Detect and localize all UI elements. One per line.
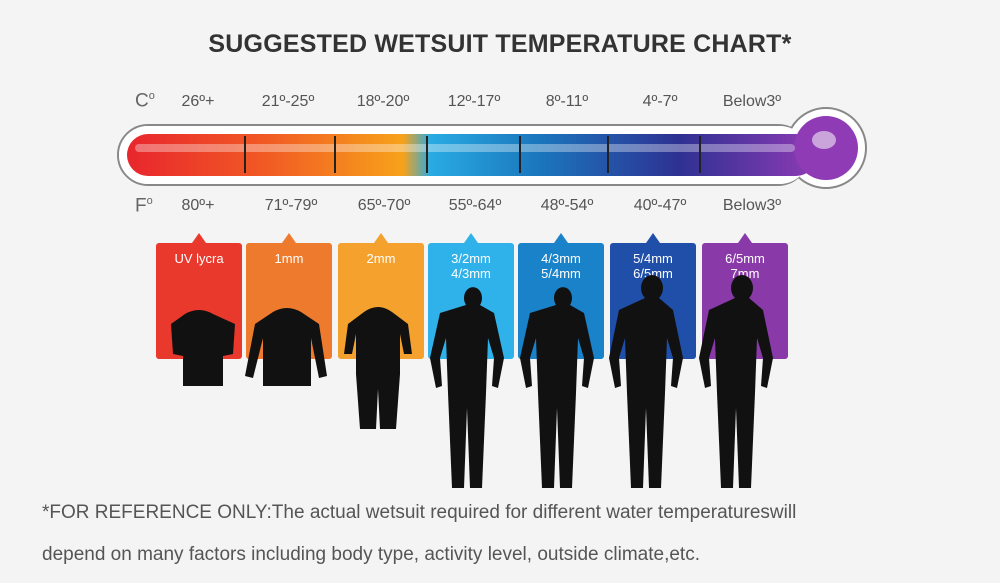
celsius-range: 26º+ xyxy=(181,93,215,110)
shorty-wetsuit-icon xyxy=(344,307,412,429)
suit-label: 1mm xyxy=(274,251,304,266)
reference-note-line2: depend on many factors including body ty… xyxy=(42,544,700,565)
uv-lycra-shirt-icon xyxy=(171,310,235,386)
suit-label: 4/3mm 5/4mm xyxy=(541,251,581,281)
fahrenheit-range: 48º-54º xyxy=(540,197,594,214)
celsius-range: 21º-25º xyxy=(261,93,315,110)
suit-label: 5/4mm 6/5mm xyxy=(633,251,673,281)
fahrenheit-range: 40º-47º xyxy=(633,197,687,214)
fahrenheit-range: Below3º xyxy=(722,197,782,214)
suit-label: 3/2mm 4/3mm xyxy=(451,251,491,281)
fahrenheit-range: 65º-70º xyxy=(357,197,411,214)
celsius-range: 8º-11º xyxy=(545,93,589,110)
suit-label: 2mm xyxy=(366,251,396,266)
celsius-range: 4º-7º xyxy=(642,93,678,110)
celsius-range: 18º-20º xyxy=(356,93,410,110)
chart-title: SUGGESTED WETSUIT TEMPERATURE CHART* xyxy=(208,30,792,58)
celsius-range: 12º-17º xyxy=(447,93,501,110)
long-sleeve-top-icon xyxy=(245,308,327,386)
fahrenheit-range: 71º-79º xyxy=(264,197,318,214)
fahrenheit-unit-label: Fo xyxy=(135,195,153,217)
fahrenheit-range: 80º+ xyxy=(181,197,215,214)
full-wetsuit-hooded-icon xyxy=(609,274,683,488)
full-wetsuit-hooded-icon xyxy=(699,274,773,488)
celsius-range: Below3º xyxy=(722,93,782,110)
celsius-unit-label: Co xyxy=(135,90,155,112)
suit-label: UV lycra xyxy=(174,251,224,266)
full-wetsuit-icon xyxy=(520,287,594,488)
full-wetsuit-icon xyxy=(430,287,504,488)
reference-note-line1: *FOR REFERENCE ONLY:The actual wetsuit r… xyxy=(42,502,797,523)
fahrenheit-range: 55º-64º xyxy=(448,197,502,214)
